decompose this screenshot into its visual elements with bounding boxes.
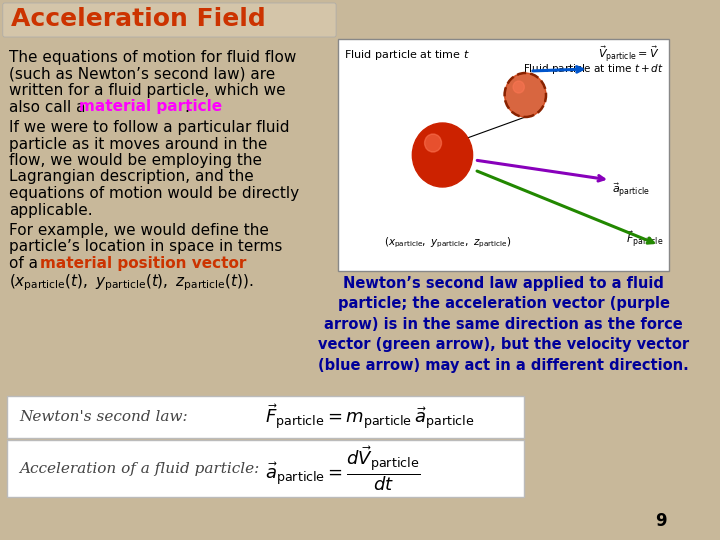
Text: $\vec{a}_\mathrm{particle}$: $\vec{a}_\mathrm{particle}$ xyxy=(612,182,649,200)
Text: $(x_\mathrm{particle},\ y_\mathrm{particle},\ z_\mathrm{particle})$: $(x_\mathrm{particle},\ y_\mathrm{partic… xyxy=(384,235,511,250)
Circle shape xyxy=(413,123,472,187)
Text: $\vec{F}_\mathrm{particle}$: $\vec{F}_\mathrm{particle}$ xyxy=(626,230,664,250)
FancyBboxPatch shape xyxy=(3,3,336,37)
Text: particle’s location in space in terms: particle’s location in space in terms xyxy=(9,240,283,254)
Text: Fluid particle at time $t + dt$: Fluid particle at time $t + dt$ xyxy=(523,62,664,76)
Circle shape xyxy=(505,73,546,117)
Text: (such as Newton’s second law) are: (such as Newton’s second law) are xyxy=(9,66,276,82)
Text: material particle: material particle xyxy=(79,99,222,114)
Text: The equations of motion for fluid flow: The equations of motion for fluid flow xyxy=(9,50,297,65)
Text: $\vec{F}_\mathrm{particle} = m_\mathrm{particle}\,\vec{a}_\mathrm{particle}$: $\vec{F}_\mathrm{particle} = m_\mathrm{p… xyxy=(266,402,474,431)
Text: $(x_\mathrm{particle}(t),\ y_\mathrm{particle}(t),\ z_\mathrm{particle}(t)).$: $(x_\mathrm{particle}(t),\ y_\mathrm{par… xyxy=(9,273,254,293)
Text: Acceleration Field: Acceleration Field xyxy=(12,7,266,31)
FancyBboxPatch shape xyxy=(6,396,524,438)
Text: Fluid particle at time $t$: Fluid particle at time $t$ xyxy=(343,48,469,62)
Text: 9: 9 xyxy=(655,512,667,530)
Text: $\vec{V}_\mathrm{particle} = \vec{V}$: $\vec{V}_\mathrm{particle} = \vec{V}$ xyxy=(598,45,659,65)
Text: equations of motion would be directly: equations of motion would be directly xyxy=(9,186,300,201)
Text: flow, we would be employing the: flow, we would be employing the xyxy=(9,153,262,168)
Text: applicable.: applicable. xyxy=(9,202,93,218)
Text: written for a fluid particle, which we: written for a fluid particle, which we xyxy=(9,83,286,98)
Text: .: . xyxy=(184,99,189,114)
Text: If we were to follow a particular fluid: If we were to follow a particular fluid xyxy=(9,120,290,135)
Text: $\vec{a}_\mathrm{particle} = \dfrac{d\vec{V}_\mathrm{particle}}{dt}$: $\vec{a}_\mathrm{particle} = \dfrac{d\ve… xyxy=(266,444,420,492)
Text: material position vector: material position vector xyxy=(40,256,246,271)
FancyBboxPatch shape xyxy=(6,440,524,497)
Text: Newton's second law:: Newton's second law: xyxy=(19,410,187,424)
Text: For example, we would define the: For example, we would define the xyxy=(9,223,269,238)
FancyBboxPatch shape xyxy=(338,39,670,271)
Text: Lagrangian description, and the: Lagrangian description, and the xyxy=(9,170,254,185)
Text: $m_\mathrm{particle}$: $m_\mathrm{particle}$ xyxy=(426,163,464,176)
Text: Acceleration of a fluid particle:: Acceleration of a fluid particle: xyxy=(19,462,259,476)
Circle shape xyxy=(425,134,441,152)
Text: particle as it moves around in the: particle as it moves around in the xyxy=(9,137,268,152)
Text: also call a: also call a xyxy=(9,99,91,114)
Circle shape xyxy=(513,81,524,93)
Text: of a: of a xyxy=(9,256,43,271)
Text: Newton’s second law applied to a fluid
particle; the acceleration vector (purple: Newton’s second law applied to a fluid p… xyxy=(318,276,689,373)
